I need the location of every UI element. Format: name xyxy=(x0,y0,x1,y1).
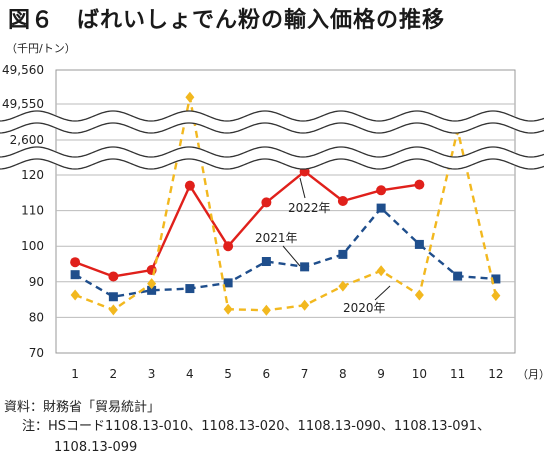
y-tick-label: 80 xyxy=(29,310,44,324)
data-point xyxy=(491,274,501,284)
data-point xyxy=(184,180,195,191)
y-tick-label: 2,600 xyxy=(10,133,44,147)
data-point xyxy=(108,271,119,282)
x-tick-label: 3 xyxy=(148,367,156,381)
data-point xyxy=(376,265,386,277)
data-point xyxy=(376,203,386,213)
x-tick-label: 2 xyxy=(110,367,118,381)
data-point xyxy=(223,278,233,288)
y-tick-label: 100 xyxy=(21,239,44,253)
x-tick-label: 11 xyxy=(450,367,465,381)
y-tick-label: 90 xyxy=(29,275,44,289)
axis-break-band xyxy=(0,146,544,170)
x-tick-label: 8 xyxy=(339,367,347,381)
note-line-1: HSコード1108.13-010、1108.13-020、1108.13-090… xyxy=(48,419,491,434)
x-tick-label: 10 xyxy=(412,367,427,381)
data-point xyxy=(185,284,195,294)
axis-break-band xyxy=(0,110,544,134)
data-point xyxy=(108,292,118,302)
data-point xyxy=(70,289,80,301)
data-point xyxy=(147,285,157,295)
data-point xyxy=(338,249,348,259)
y-tick-label: 49,550 xyxy=(2,97,44,111)
data-point xyxy=(338,280,348,292)
plot-frame xyxy=(55,69,516,354)
x-tick-label: 6 xyxy=(263,367,271,381)
y-axis-label: （千円/トン） xyxy=(6,42,76,55)
data-point xyxy=(261,257,271,267)
series-line xyxy=(74,170,420,278)
series-label: 2022年 xyxy=(288,201,331,215)
x-tick-label: 1 xyxy=(71,367,79,381)
data-point xyxy=(70,257,81,268)
x-tick-label: 12 xyxy=(488,367,503,381)
series-label: 2020年 xyxy=(343,301,386,315)
axis-break-line xyxy=(0,122,544,134)
data-point xyxy=(414,289,424,301)
data-point xyxy=(414,239,424,249)
source-label: 資料： xyxy=(4,400,44,415)
chart-title: 図６ ばれいしょでん粉の輸入価格の推移 xyxy=(8,8,446,33)
source-line: 資料：財務省「貿易統計」 xyxy=(4,396,160,415)
source-text: 財務省「貿易統計」 xyxy=(43,400,161,415)
note-label: 注： xyxy=(21,419,48,434)
data-point xyxy=(223,303,233,315)
y-tick-label: 49,560 xyxy=(2,63,44,77)
data-point xyxy=(300,299,310,311)
axis-break-line xyxy=(0,110,544,122)
data-point xyxy=(491,290,501,302)
data-point xyxy=(261,304,271,316)
axis-break-line xyxy=(0,158,544,170)
series-label-leader xyxy=(299,177,306,199)
data-point xyxy=(223,241,234,252)
series-line xyxy=(74,206,496,298)
series-label-leader xyxy=(282,245,301,267)
note-line-2: 1108.13-099 xyxy=(54,440,138,455)
data-point xyxy=(414,179,425,190)
x-tick-label: 7 xyxy=(301,367,309,381)
y-tick-label: 120 xyxy=(21,168,44,182)
data-point xyxy=(337,195,348,206)
series-label: 2021年 xyxy=(255,231,298,245)
data-point xyxy=(453,271,463,281)
chart-area: 7080901001101202,60049,55049,560（千円/トン）1… xyxy=(0,42,544,381)
data-point xyxy=(185,91,195,103)
x-tick-label: 4 xyxy=(186,367,194,381)
data-point xyxy=(108,304,118,316)
x-tick-label: 9 xyxy=(377,367,385,381)
y-tick-label: 70 xyxy=(29,346,44,360)
x-tick-label: 5 xyxy=(224,367,232,381)
axis-break-line xyxy=(0,146,544,158)
data-point xyxy=(147,278,157,290)
note-block: 注：HSコード1108.13-010、1108.13-020、1108.13-0… xyxy=(4,416,544,458)
data-point xyxy=(261,197,272,208)
series-label-leader xyxy=(374,285,391,301)
y-tick-label: 110 xyxy=(21,204,44,218)
x-axis-label: （月） xyxy=(517,368,544,381)
data-point xyxy=(70,270,80,280)
data-point xyxy=(300,262,310,272)
data-point xyxy=(376,185,387,196)
